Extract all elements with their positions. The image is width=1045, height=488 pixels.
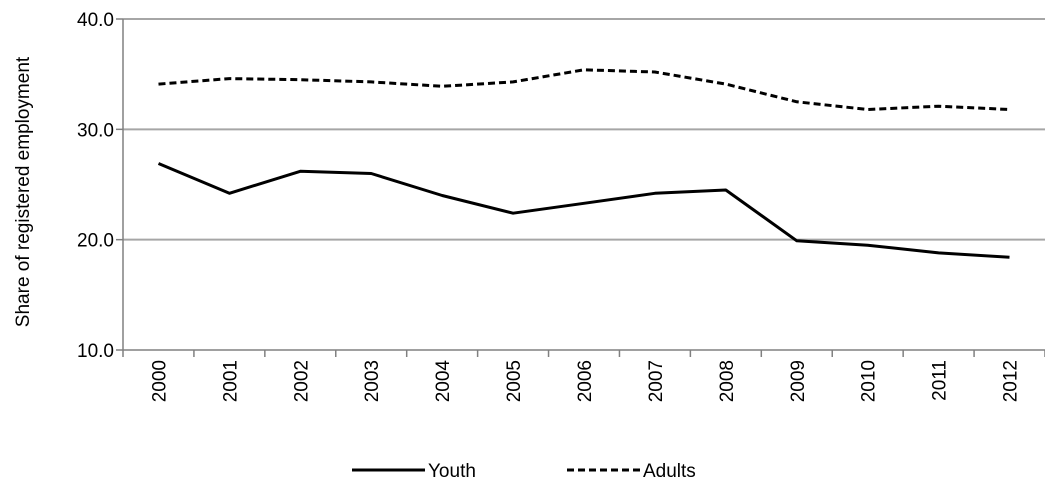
x-tick-label: 2004 bbox=[433, 360, 454, 403]
x-tick-label: 2003 bbox=[362, 360, 383, 402]
gridlines bbox=[123, 18, 1045, 241]
y-tick-label: 20.0 bbox=[77, 231, 114, 252]
series-line-youth bbox=[157, 162, 1010, 259]
legend: Youth Adults bbox=[352, 461, 696, 482]
series-line-adults bbox=[158, 68, 1010, 111]
x-tick-label: 2002 bbox=[291, 360, 312, 402]
y-tick-label: 10.0 bbox=[77, 341, 114, 362]
x-tick-label: 2006 bbox=[575, 360, 596, 402]
y-tick-label: 40.0 bbox=[77, 10, 114, 31]
x-tick-label: 2008 bbox=[717, 360, 738, 402]
x-tick-label: 2001 bbox=[220, 360, 241, 402]
series-lines bbox=[157, 68, 1010, 259]
x-tick-label: 2010 bbox=[859, 360, 880, 402]
x-tick-label: 2007 bbox=[646, 360, 667, 402]
x-tick-label: 2000 bbox=[149, 360, 170, 402]
x-tick-labels: 2000 2001 2002 2003 2004 2005 2006 2007 2008 2009… bbox=[149, 360, 1021, 403]
y-tick-label: 30.0 bbox=[77, 120, 114, 141]
y-axis-title: Share of registered employment bbox=[13, 56, 34, 327]
x-tick-label: 2009 bbox=[788, 360, 809, 402]
legend-label-adults: Adults bbox=[643, 461, 696, 482]
y-tick-labels: 10.0 20.0 30.0 40.0 bbox=[77, 10, 114, 362]
x-tick-label: 2012 bbox=[1001, 360, 1022, 402]
axes bbox=[116, 18, 1045, 357]
legend-label-youth: Youth bbox=[428, 461, 476, 482]
x-tick-label: 2005 bbox=[504, 360, 525, 402]
x-tick-label: 2011 bbox=[930, 360, 951, 401]
